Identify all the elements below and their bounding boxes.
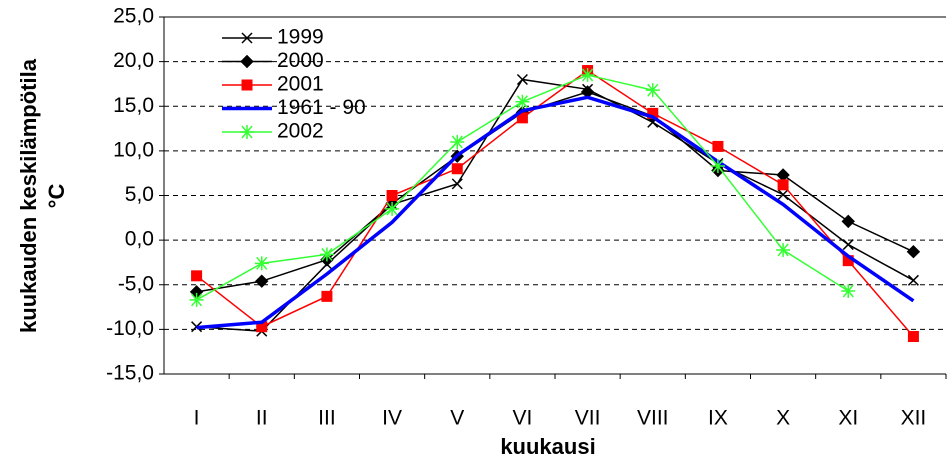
marker [241, 32, 253, 44]
x-tick-label: X [776, 407, 790, 430]
x-tick-label: III [318, 407, 336, 430]
y-tick-label: 15,0 [113, 94, 154, 117]
legend-label: 1961 - 90 [277, 96, 366, 119]
marker [191, 270, 203, 282]
marker [645, 83, 660, 98]
x-tick-label: XI [838, 407, 858, 430]
marker [841, 214, 855, 229]
y-axis-unit: °C [44, 184, 69, 209]
marker [842, 239, 854, 251]
x-tick-label: IV [382, 407, 402, 430]
legend-label: 1999 [277, 26, 324, 49]
marker [712, 140, 724, 152]
marker [240, 125, 254, 139]
x-tick-label: IX [708, 407, 728, 430]
marker [451, 163, 463, 175]
legend-label: 2000 [277, 49, 324, 72]
y-tick-label: -5,0 [118, 272, 154, 295]
y-axis-label: kuukauden keskilämpötila [16, 58, 41, 333]
marker [907, 274, 919, 286]
marker [777, 189, 789, 201]
y-tick-label: 0,0 [125, 228, 154, 251]
marker [516, 73, 528, 86]
x-tick-label: VII [575, 407, 601, 430]
marker [907, 331, 919, 343]
x-tick-label: V [450, 407, 464, 430]
legend-label: 2001 [277, 73, 324, 96]
y-tick-label: 5,0 [125, 183, 154, 206]
marker [776, 168, 790, 182]
x-axis-label: kuukausi [500, 434, 595, 459]
marker [240, 54, 254, 69]
legend-label: 2002 [277, 120, 324, 143]
series-line [196, 95, 915, 330]
y-tick-label: 20,0 [113, 49, 154, 72]
marker [385, 201, 400, 216]
marker [906, 245, 921, 259]
x-tick-label: VI [512, 407, 532, 430]
marker [255, 274, 269, 288]
series-line [196, 69, 914, 338]
marker [841, 283, 856, 298]
x-tick-label: XII [901, 407, 927, 430]
marker [254, 256, 269, 271]
marker [241, 79, 253, 91]
x-tick-label: I [194, 407, 200, 430]
y-tick-label: 10,0 [113, 138, 154, 161]
marker [777, 179, 789, 191]
marker [515, 94, 530, 109]
marker [319, 247, 334, 262]
series-line [196, 78, 914, 332]
marker [516, 112, 528, 124]
marker [776, 242, 791, 257]
marker [450, 134, 465, 149]
y-tick-label: -10,0 [106, 317, 154, 340]
x-tick-label: II [256, 407, 268, 430]
marker [321, 290, 333, 302]
marker [189, 292, 204, 307]
marker [580, 68, 595, 83]
x-tick-label: VIII [637, 407, 669, 430]
marker [710, 159, 725, 174]
marker [451, 178, 463, 190]
y-tick-label: 25,0 [113, 5, 154, 28]
y-tick-label: -15,0 [106, 362, 154, 385]
marker [386, 190, 398, 201]
